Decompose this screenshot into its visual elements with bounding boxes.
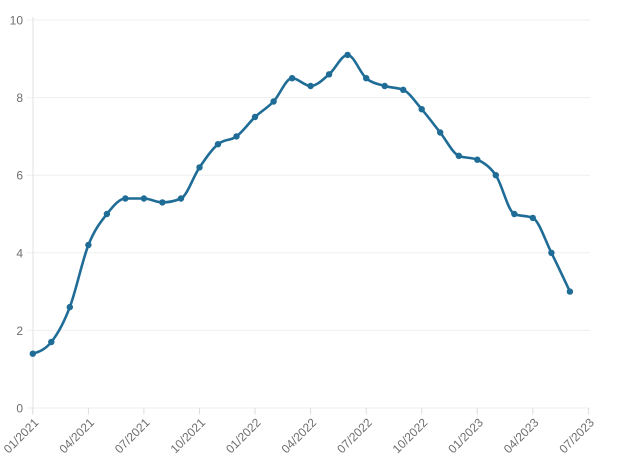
- svg-text:8: 8: [16, 91, 23, 105]
- svg-text:10/2022: 10/2022: [390, 415, 431, 456]
- svg-text:04/2023: 04/2023: [501, 415, 542, 456]
- svg-text:4: 4: [16, 246, 23, 260]
- svg-text:04/2021: 04/2021: [56, 415, 97, 456]
- svg-text:0: 0: [16, 402, 23, 416]
- svg-text:10/2021: 10/2021: [168, 415, 209, 456]
- svg-text:10: 10: [10, 14, 24, 28]
- svg-text:07/2021: 07/2021: [112, 415, 153, 456]
- svg-text:07/2022: 07/2022: [334, 415, 375, 456]
- svg-text:2: 2: [16, 324, 23, 338]
- svg-text:07/2023: 07/2023: [556, 415, 597, 456]
- svg-text:04/2022: 04/2022: [279, 415, 320, 456]
- svg-text:01/2022: 01/2022: [223, 415, 264, 456]
- svg-text:01/2023: 01/2023: [445, 415, 486, 456]
- svg-text:01/2021: 01/2021: [1, 415, 42, 456]
- svg-text:6: 6: [16, 169, 23, 183]
